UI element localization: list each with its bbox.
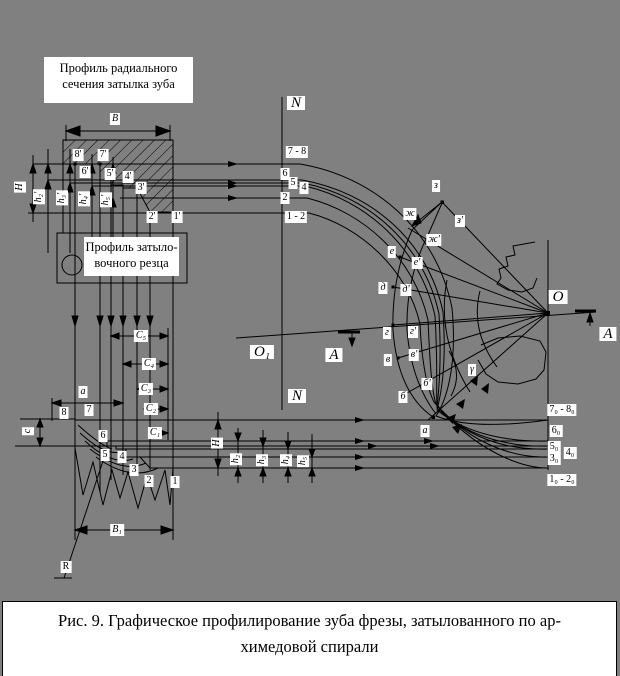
- point-g-prime: г': [407, 326, 419, 338]
- point-a-cyr: а: [420, 425, 430, 437]
- point-2: 2: [144, 475, 154, 487]
- dim-B1: B₁: [110, 524, 124, 536]
- axis-N-top: N: [286, 96, 306, 111]
- dim-H-bottom: H: [211, 437, 223, 449]
- axis-A-right: A: [599, 327, 617, 342]
- upper-level-lines: [28, 163, 309, 214]
- point-zh-prime: ж': [426, 234, 442, 246]
- point-6-prime: 6': [79, 166, 91, 178]
- dim-h2-prime: h₂': [33, 189, 45, 205]
- point-5: 5: [100, 449, 110, 461]
- point-e: е: [387, 246, 397, 258]
- note-relief-line1: Профиль затыло-: [85, 240, 178, 254]
- dim-B-label: B: [109, 113, 121, 125]
- level-30: 3₀: [547, 453, 561, 465]
- angle-gamma: γ: [468, 364, 476, 376]
- point-d: д: [378, 282, 388, 294]
- dimension-a-c: [15, 398, 125, 448]
- tooth-contour-lower: [477, 335, 547, 385]
- dim-H-top: H: [14, 181, 26, 193]
- level-7-8: 7 - 8: [285, 146, 309, 158]
- point-d-prime: д': [400, 284, 412, 296]
- dim-a-label: a: [78, 386, 88, 398]
- point-4: 4: [117, 451, 127, 463]
- point-2-prime: 2': [146, 211, 158, 223]
- dim-h4-prime: h₄': [78, 191, 90, 207]
- point-6: 6: [98, 430, 108, 442]
- center-O: O: [548, 290, 568, 305]
- note-radial-line1: Профиль радиального: [59, 61, 178, 75]
- figure-caption: Рис. 9. Графическое профилирование зуба …: [2, 601, 617, 676]
- level-2: 2: [280, 192, 290, 204]
- dim-C2: C₂: [143, 403, 159, 415]
- dim-C1: C₁: [147, 427, 163, 439]
- center-O1: O₁: [249, 345, 275, 360]
- point-8: 8: [59, 407, 69, 419]
- dim-h2: h₂: [230, 452, 242, 466]
- point-3-prime: 3': [135, 182, 147, 194]
- mapped-profile-curves: [392, 201, 443, 418]
- dim-C3: C₃: [138, 383, 154, 395]
- point-zh: ж: [403, 208, 417, 220]
- lower-level-lines: [100, 419, 548, 469]
- point-b-prime: б': [421, 378, 433, 390]
- point-7-prime: 7': [97, 149, 109, 161]
- tooth-contour-upper: [496, 241, 538, 293]
- point-8-prime: 8': [72, 149, 84, 161]
- caption-line2: химедовой спирали: [240, 636, 379, 656]
- point-v: в: [383, 354, 393, 366]
- relief-cutter-outline: [56, 232, 188, 284]
- caption-line1: Рис. 9. Графическое профилирование зуба …: [58, 611, 561, 630]
- point-1-prime: 1': [171, 211, 183, 223]
- dim-h3: h₃: [256, 453, 268, 467]
- point-e-prime: е': [411, 257, 423, 269]
- dim-h3-prime: h₃': [56, 190, 68, 206]
- auxiliary-arcs: [443, 279, 498, 397]
- point-v-prime: в': [408, 349, 420, 361]
- level-1-2: 1 - 2: [284, 211, 308, 223]
- note-relief-line2: вочного резца: [94, 256, 169, 271]
- level-40: 4₀: [563, 447, 577, 459]
- axis-N-bottom: N: [287, 389, 307, 404]
- dim-h5: h₅: [297, 454, 309, 468]
- level-60: 6₀: [549, 425, 563, 437]
- point-z-prime: з': [454, 215, 466, 227]
- level-6: 6: [280, 168, 290, 180]
- note-radial-profile: Профиль радиального сечения затылка зуба: [44, 57, 193, 103]
- point-5-prime: 5': [104, 168, 116, 180]
- dim-h5-prime: h₅': [100, 192, 112, 208]
- dimension-B: [64, 125, 172, 141]
- point-z: з: [432, 180, 440, 192]
- level-5: 5: [288, 177, 298, 189]
- dim-h4: h₄: [280, 453, 292, 467]
- axis-A-left: A: [325, 348, 343, 363]
- point-1: 1: [170, 476, 180, 488]
- point-3: 3: [129, 464, 139, 476]
- section-mark-left: [338, 330, 360, 348]
- dim-R: R: [60, 561, 72, 573]
- level-10-20: 1₀ - 2₀: [547, 474, 577, 486]
- direction-marks: [228, 161, 489, 471]
- level-50: 5₀: [547, 441, 561, 453]
- point-7: 7: [84, 404, 94, 416]
- dim-C4: C₄: [141, 358, 157, 370]
- dim-c: c: [22, 426, 34, 436]
- dim-C5: C₅: [133, 330, 149, 342]
- note-radial-line2: сечения затылка зуба: [62, 77, 175, 92]
- archimedean-spirals: [299, 163, 549, 469]
- level-4: 4: [299, 182, 309, 194]
- level-70-80: 7₀ - 8₀: [547, 404, 577, 416]
- point-g: г: [383, 327, 391, 339]
- point-4-prime: 4': [122, 171, 134, 183]
- point-b: б: [398, 391, 408, 403]
- note-relief-cutter: Профиль затыло- вочного резца: [84, 237, 179, 276]
- section-mark-right: [575, 309, 596, 326]
